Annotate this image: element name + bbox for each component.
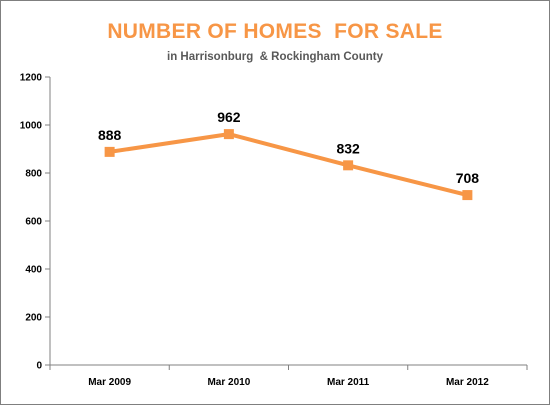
chart-title: NUMBER OF HOMES FOR SALE: [107, 20, 443, 43]
data-point-marker: [462, 190, 473, 201]
data-label: 962: [217, 109, 241, 125]
series-line: [109, 132, 468, 198]
data-point-marker: [343, 160, 354, 171]
data-label: 888: [98, 127, 122, 143]
x-tick-label: Mar 2010: [207, 377, 250, 388]
y-tick-label: 800: [25, 169, 42, 180]
y-tick-label: 200: [25, 313, 42, 324]
y-tick-label: 1000: [20, 121, 43, 132]
x-tick-label: Mar 2009: [88, 377, 131, 388]
x-tick-label: Mar 2011: [327, 377, 370, 388]
data-point-marker: [223, 129, 234, 140]
chart-subtitle: in Harrisonburg & Rockingham County: [167, 51, 383, 63]
y-tick-label: 1200: [20, 73, 43, 84]
data-point-marker: [104, 146, 115, 157]
x-tick-label: Mar 2012: [446, 377, 489, 388]
data-label: 832: [336, 140, 360, 156]
y-tick-label: 600: [25, 217, 42, 228]
data-label: 708: [456, 170, 480, 186]
y-tick-label: 0: [36, 361, 42, 372]
y-tick-label: 400: [25, 265, 42, 276]
